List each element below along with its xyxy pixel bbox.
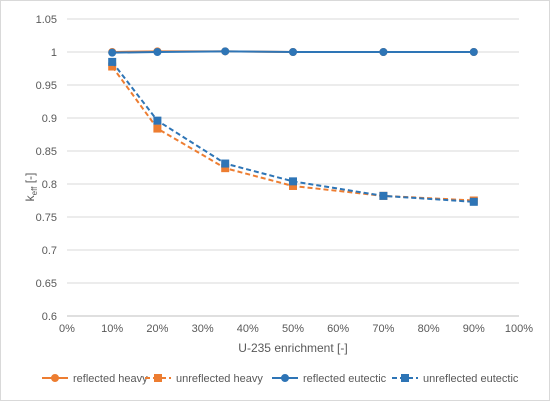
y-tick-label: 0.6 <box>42 311 57 323</box>
x-tick-label: 0% <box>59 323 75 335</box>
x-tick-label: 50% <box>282 323 304 335</box>
data-point <box>469 197 478 206</box>
x-tick-label: 60% <box>327 323 349 335</box>
y-tick-label: 0.7 <box>42 245 57 257</box>
legend-item: reflected heavy <box>42 373 148 385</box>
x-tick-label: 20% <box>146 323 168 335</box>
legend-label: unreflected heavy <box>176 373 263 385</box>
y-tick-label: 1.05 <box>36 14 57 26</box>
series-line <box>112 50 474 54</box>
y-tick-label: 0.85 <box>36 146 57 158</box>
data-point <box>153 124 162 133</box>
legend-swatch-marker <box>154 374 162 382</box>
x-tick-label: 100% <box>505 323 533 335</box>
legend-label: reflected eutectic <box>303 373 387 385</box>
data-point <box>221 47 230 56</box>
y-axis-title-sub: eff <box>30 186 39 196</box>
legend-swatch-marker <box>281 374 289 382</box>
legend-swatch-marker <box>401 374 409 382</box>
series-unreflected-eutectic <box>108 57 478 206</box>
data-point <box>108 57 117 66</box>
data-point <box>289 48 297 56</box>
legend: reflected heavy unreflected heavy reflecte… <box>42 373 519 385</box>
x-tick-label: 30% <box>192 323 214 335</box>
data-point <box>153 116 162 125</box>
y-axis-title: keff [-] <box>23 173 39 202</box>
x-tick-labels: 0% 10% 20% 30% 40% 50% 60% 70% 80% 90% 100% <box>59 323 533 335</box>
legend-item: unreflected heavy <box>145 373 263 385</box>
gridlines <box>67 18 519 284</box>
y-tick-label: 0.75 <box>36 212 57 224</box>
y-tick-label: 0.95 <box>36 80 57 92</box>
legend-label: reflected heavy <box>73 373 148 385</box>
data-point <box>379 191 388 200</box>
series-line <box>111 61 474 203</box>
data-point <box>108 48 117 57</box>
legend-label: unreflected eutectic <box>423 373 519 385</box>
series-group <box>108 47 478 206</box>
data-point <box>153 48 162 56</box>
legend-swatch-marker <box>51 374 59 382</box>
y-axis-title-suffix: [-] <box>23 173 37 187</box>
x-tick-label: 10% <box>101 323 123 335</box>
legend-item: reflected eutectic <box>272 373 387 385</box>
series-reflected-eutectic <box>108 47 478 57</box>
legend-item: unreflected eutectic <box>392 373 519 385</box>
y-axis-title-main: k <box>23 194 37 201</box>
y-tick-label: 1 <box>51 47 57 59</box>
y-tick-labels: 0.6 0.65 0.7 0.75 0.8 0.85 0.9 0.95 1 1.05 <box>36 14 57 323</box>
x-tick-label: 40% <box>237 323 259 335</box>
x-axis-title: U-235 enrichment [-] <box>238 341 347 355</box>
data-point <box>379 48 388 56</box>
x-tick-label: 70% <box>372 323 394 335</box>
y-tick-label: 0.9 <box>42 113 57 125</box>
y-tick-label: 0.8 <box>42 179 57 191</box>
x-tick-label: 80% <box>418 323 440 335</box>
data-point <box>221 159 230 168</box>
data-point <box>469 48 478 56</box>
x-tick-label: 90% <box>463 323 485 335</box>
y-tick-label: 0.65 <box>36 278 57 290</box>
data-point <box>289 177 297 186</box>
